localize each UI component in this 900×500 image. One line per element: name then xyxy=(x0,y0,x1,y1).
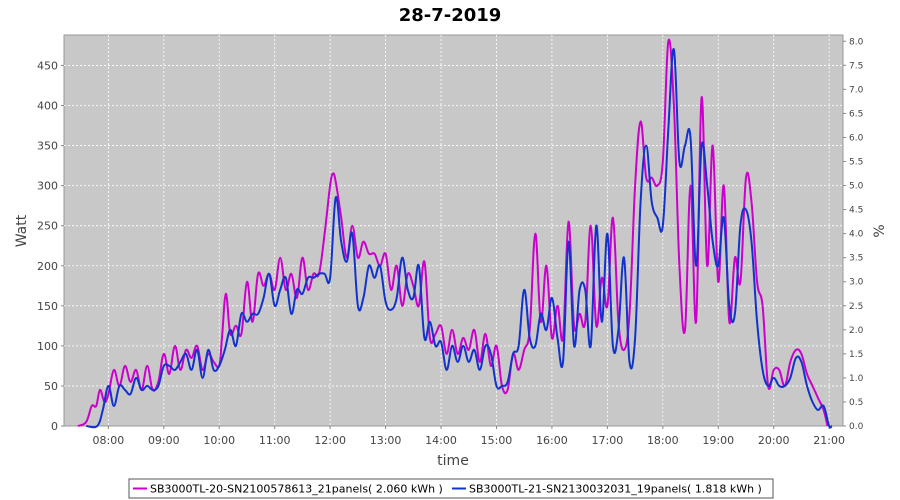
x-tick-label: 20:00 xyxy=(758,434,790,447)
y2-tick-label: 5.5 xyxy=(849,157,863,167)
y-tick-label: 250 xyxy=(37,220,58,233)
x-tick-label: 09:00 xyxy=(148,434,180,447)
x-tick-label: 17:00 xyxy=(592,434,624,447)
y2-axis-label: % xyxy=(872,224,888,237)
legend-box xyxy=(128,478,774,499)
grid-lines xyxy=(64,35,843,426)
x-tick-label: 21:00 xyxy=(813,434,845,447)
y2-tick-label: 4.5 xyxy=(849,206,863,216)
y2-tick-label: 0.0 xyxy=(849,422,864,432)
x-tick-label: 19:00 xyxy=(702,434,734,447)
x-axis-label: time xyxy=(437,453,469,469)
y-tick-label: 400 xyxy=(37,100,58,113)
x-tick-label: 11:00 xyxy=(259,434,291,447)
y-axis-right: 0.0 0.5 1.0 1.5 2.0 2.5 3.0 3.5 4.0 4.5 5.0 5.5 6.0 6… xyxy=(843,37,864,432)
y2-tick-label: 6.5 xyxy=(849,109,863,119)
y2-tick-label: 4.0 xyxy=(849,230,864,240)
x-axis: 08:00 09:00 10:00 11:00 12:00 13:00 14:00 15:00… xyxy=(93,426,845,447)
y-tick-label: 0 xyxy=(51,420,58,433)
x-tick-label: 08:00 xyxy=(93,434,125,447)
y2-tick-label: 7.0 xyxy=(849,85,864,95)
chart-title: 28-7-2019 xyxy=(399,5,502,26)
y2-tick-label: 1.0 xyxy=(849,374,864,384)
y-tick-label: 300 xyxy=(37,180,58,193)
y2-tick-label: 6.0 xyxy=(849,133,864,143)
y2-tick-label: 1.5 xyxy=(849,350,863,360)
x-tick-label: 13:00 xyxy=(370,434,402,447)
y2-tick-label: 2.5 xyxy=(849,302,863,312)
x-tick-label: 16:00 xyxy=(536,434,568,447)
y-tick-label: 350 xyxy=(37,140,58,153)
series-lines xyxy=(77,38,833,429)
x-tick-label: 10:00 xyxy=(203,434,235,447)
y2-tick-label: 3.5 xyxy=(849,254,863,264)
legend-entry-series-2: SB3000TL-21-SN2130032031_19panels( 1.818… xyxy=(469,483,762,496)
series-line-2 xyxy=(86,48,833,429)
x-tick-label: 12:00 xyxy=(314,434,346,447)
y2-tick-label: 2.0 xyxy=(849,326,864,336)
y-axis-label: Watt xyxy=(14,214,30,247)
x-tick-label: 18:00 xyxy=(647,434,679,447)
y-tick-label: 200 xyxy=(37,260,58,273)
y-tick-label: 100 xyxy=(37,340,58,353)
y2-tick-label: 5.0 xyxy=(849,182,864,192)
y2-tick-label: 3.0 xyxy=(849,278,864,288)
y-axis-left: 0 50 100 150 200 250 300 350 400 450 xyxy=(37,59,64,433)
legend: SB3000TL-20-SN2100578613_21panels( 2.060… xyxy=(128,478,774,499)
legend-entry-series-1: SB3000TL-20-SN2100578613_21panels( 2.060… xyxy=(150,483,443,496)
y-tick-label: 50 xyxy=(44,380,58,393)
y-tick-label: 450 xyxy=(37,59,58,72)
y2-tick-label: 0.5 xyxy=(849,398,863,408)
x-tick-label: 15:00 xyxy=(481,434,513,447)
y2-tick-label: 7.5 xyxy=(849,61,863,71)
x-tick-label: 14:00 xyxy=(425,434,457,447)
y2-tick-label: 8.0 xyxy=(849,37,864,47)
y-tick-label: 150 xyxy=(37,300,58,313)
